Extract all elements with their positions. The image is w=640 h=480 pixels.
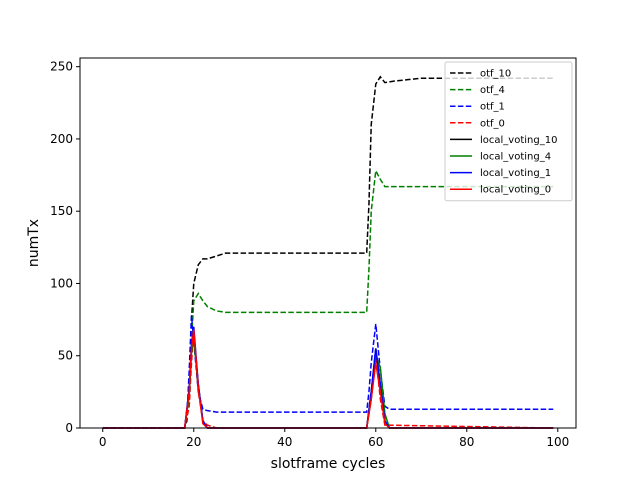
series-line-local-voting-10 [102,333,554,429]
y-tick-label: 100 [50,276,73,290]
x-axis-label: slotframe cycles [271,456,386,472]
series-line-otf-0 [102,329,554,429]
x-tick-label: 80 [459,435,474,449]
y-tick-label: 0 [65,421,73,435]
y-axis-label: numTx [26,219,42,267]
x-tick-label: 60 [368,435,383,449]
legend-label-local-voting-10: local_voting_10 [480,135,557,146]
plot-frame [79,57,577,429]
legend-label-otf-0: otf_0 [480,118,505,129]
legend-label-otf-10: otf_10 [480,69,511,80]
x-tick-label: 20 [186,435,201,449]
legend-label-local-voting-0: local_voting_0 [480,185,551,196]
x-tick-label: 40 [277,435,292,449]
series-line-otf-1 [102,315,554,429]
x-tick-label: 100 [546,435,569,449]
y-tick-label: 250 [50,60,73,74]
legend-label-local-voting-1: local_voting_1 [480,168,551,179]
legend-box [444,61,573,202]
legend-label-otf-4: otf_4 [480,85,505,96]
series-line-local-voting-4 [102,338,554,429]
legend-label-local-voting-4: local_voting_4 [480,152,551,163]
series-line-otf-4 [102,168,554,429]
y-tick-label: 150 [50,204,73,218]
x-tick-label: 0 [99,435,107,449]
legend: otf_10 otf_4 otf_1 otf_0 local_voting_10loca… [444,61,573,202]
series-line-local-voting-0 [102,329,554,429]
legend-label-otf-1: otf_1 [480,102,505,113]
y-tick-label: 50 [58,349,73,363]
y-tick-label: 200 [50,132,73,146]
ticks-layer: 0 20 40 60 80 100 0 50 100 150 200 250 [50,60,569,449]
